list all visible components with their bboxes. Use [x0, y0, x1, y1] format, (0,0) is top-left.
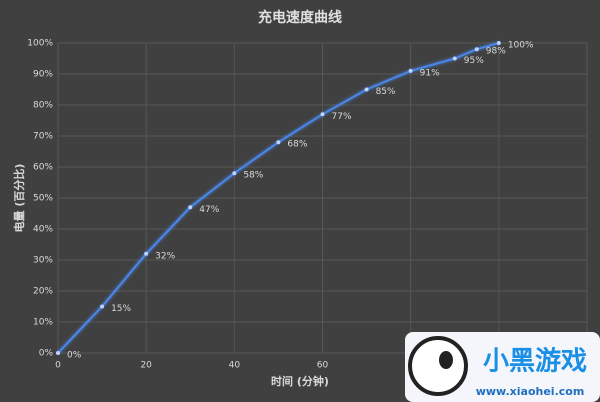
data-label: 47%: [199, 205, 219, 215]
watermark-icon: [408, 336, 468, 396]
data-label: 85%: [376, 87, 396, 97]
data-label: 32%: [155, 251, 175, 261]
x-tick-label: 0: [55, 361, 61, 371]
y-tick-label: 50%: [33, 194, 53, 204]
x-tick-label: 60: [317, 361, 329, 371]
y-tick-label: 30%: [33, 256, 53, 266]
y-tick-label: 60%: [33, 163, 53, 173]
x-tick-label: 20: [140, 361, 152, 371]
point: [56, 351, 60, 355]
y-tick-label: 0%: [39, 349, 54, 359]
x-axis-label: 时间 (分钟): [271, 374, 329, 388]
point: [408, 68, 413, 73]
point: [496, 41, 501, 45]
point: [188, 205, 193, 210]
data-label: 98%: [486, 47, 506, 57]
x-tick-label: 40: [229, 361, 241, 371]
point: [474, 47, 479, 52]
watermark-icon-eye: [439, 351, 453, 369]
y-tick-label: 80%: [33, 101, 53, 111]
point: [232, 171, 237, 176]
y-tick-label: 40%: [33, 225, 53, 235]
point: [452, 56, 457, 61]
chart-title: 充电速度曲线: [258, 9, 342, 26]
data-label: 58%: [243, 171, 263, 181]
point: [276, 140, 281, 145]
y-tick-label: 10%: [33, 318, 53, 328]
data-label: 77%: [332, 112, 352, 122]
data-label: 100%: [508, 41, 534, 51]
y-axis-label: 电量 (百分比): [12, 164, 26, 233]
point: [364, 87, 369, 92]
y-tick-label: 100%: [27, 39, 53, 49]
line: [57, 42, 500, 354]
data-label: 91%: [420, 68, 440, 78]
point: [320, 112, 325, 117]
data-label: 95%: [464, 56, 484, 66]
y-tick-label: 90%: [33, 70, 53, 80]
data-label: 68%: [287, 140, 307, 150]
data-label: 15%: [111, 304, 131, 314]
data-label: 0%: [67, 351, 82, 361]
y-tick-label: 70%: [33, 132, 53, 142]
watermark: 小黑游戏 www.xiaohei.com: [405, 332, 600, 402]
watermark-text: 小黑游戏: [483, 347, 587, 377]
y-tick-label: 20%: [33, 287, 53, 297]
watermark-url: www.xiaohei.com: [476, 385, 585, 398]
point: [144, 251, 149, 256]
point: [100, 304, 105, 309]
